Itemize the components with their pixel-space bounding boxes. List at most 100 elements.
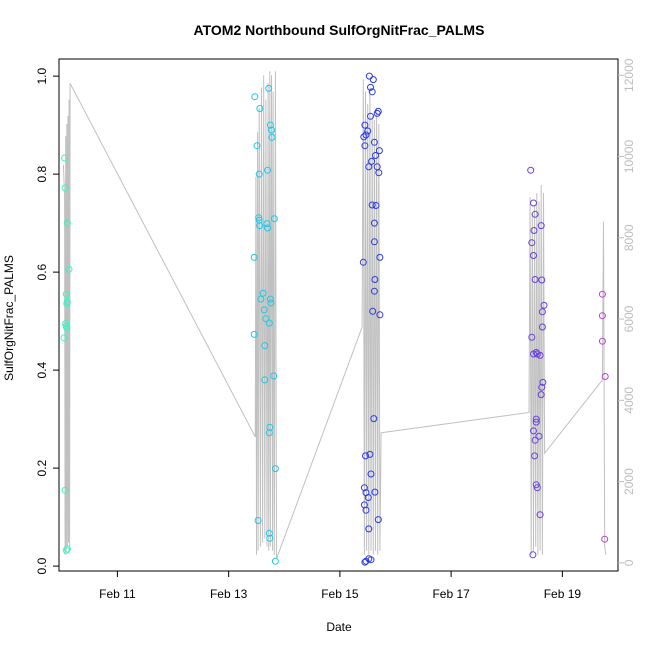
data-point-s2 <box>367 112 374 120</box>
data-point-s2 <box>370 287 378 295</box>
data-point-s3 <box>527 166 535 174</box>
data-point-s2 <box>370 238 378 246</box>
data-point-s2 <box>373 109 381 117</box>
data-point-s1 <box>260 306 268 314</box>
y2-tick-label: 10000 <box>622 140 636 174</box>
data-point-s1 <box>262 315 270 323</box>
data-point-s3 <box>535 432 543 440</box>
data-point-s3 <box>531 210 539 218</box>
data-point-s2 <box>362 131 370 139</box>
data-point-s2 <box>372 152 379 159</box>
data-point-s3 <box>531 452 539 460</box>
data-point-s2 <box>375 169 383 177</box>
data-point-s0 <box>60 334 68 342</box>
data-point-s0 <box>62 320 70 328</box>
chart-title: ATOM2 Northbound SulfOrgNitFrac_PALMS <box>194 22 485 38</box>
data-point-s2 <box>362 452 369 460</box>
data-point-s2 <box>371 488 379 496</box>
data-point-s2 <box>368 201 376 209</box>
data-point-s1 <box>265 429 273 437</box>
data-point-s2 <box>366 450 374 458</box>
data-point-s2 <box>361 558 369 566</box>
data-point-s1 <box>250 253 258 261</box>
data-point-s1 <box>267 299 275 307</box>
data-point-s1 <box>251 93 259 101</box>
data-point-s2 <box>364 494 372 501</box>
data-point-s2 <box>367 556 375 564</box>
data-point-s3 <box>532 418 540 426</box>
data-point-s1 <box>266 423 274 431</box>
data-point-s3 <box>538 323 546 331</box>
x-tick-label: Feb 11 <box>99 587 136 601</box>
data-point-s1 <box>271 465 279 473</box>
data-point-s3 <box>528 239 536 247</box>
data-point-s0 <box>61 486 69 494</box>
data-point-s2 <box>361 121 369 129</box>
data-point-s0 <box>61 154 69 162</box>
data-point-s4 <box>598 290 606 298</box>
data-point-s0 <box>63 219 71 227</box>
data-point-s3 <box>530 199 537 207</box>
data-point-s0 <box>63 324 71 332</box>
data-point-s1 <box>255 214 263 222</box>
data-point-s4 <box>598 312 606 320</box>
data-point-s2 <box>376 311 384 319</box>
data-point-s1 <box>257 295 265 303</box>
data-point-s3 <box>529 551 537 559</box>
data-point-s1 <box>270 372 278 380</box>
data-point-s1 <box>255 170 263 178</box>
data-point-s1 <box>255 216 263 224</box>
data-point-s3 <box>538 276 546 284</box>
data-point-s2 <box>368 88 376 96</box>
y-tick-label: 0.2 <box>35 459 49 476</box>
data-point-s1 <box>265 319 273 327</box>
data-point-s1 <box>256 222 264 230</box>
y2-tick-label: 2000 <box>622 468 636 495</box>
data-point-s2 <box>370 219 378 227</box>
data-point-s1 <box>259 289 267 297</box>
altitude-line-layer <box>62 71 607 559</box>
y2-tick-label: 6000 <box>622 305 636 332</box>
data-point-s3 <box>532 415 540 423</box>
y-tick-label: 0.6 <box>35 263 49 280</box>
data-point-s4 <box>598 337 606 345</box>
data-point-s2 <box>374 516 382 524</box>
data-point-s0 <box>63 298 71 305</box>
data-point-s2 <box>368 157 376 165</box>
data-point-s1 <box>264 166 272 174</box>
data-point-s2 <box>359 258 367 266</box>
plot-frame <box>58 58 619 572</box>
y2-tick-label: 12000 <box>622 58 636 92</box>
data-point-s3 <box>530 227 538 234</box>
x-tick-label: Feb 19 <box>544 587 582 601</box>
data-point-s1 <box>271 557 279 565</box>
data-point-s1 <box>265 529 273 537</box>
x-tick-label: Feb 13 <box>210 587 248 601</box>
data-point-s2 <box>365 163 373 171</box>
data-point-s1 <box>254 517 262 524</box>
data-point-s1 <box>256 105 264 112</box>
y-tick-label: 0.4 <box>35 361 49 378</box>
data-point-s3 <box>537 222 545 230</box>
data-point-s2 <box>362 506 370 514</box>
data-point-s1 <box>268 133 276 141</box>
data-point-s3 <box>538 308 546 316</box>
data-point-s2 <box>371 276 379 283</box>
data-point-s2 <box>376 253 384 261</box>
data-point-s2 <box>365 72 373 80</box>
y-tick-label: 1.0 <box>35 67 49 84</box>
data-point-s2 <box>370 415 378 423</box>
data-point-s2 <box>369 76 377 84</box>
data-point-s1 <box>265 84 273 92</box>
data-point-s4 <box>601 535 609 543</box>
data-point-s2 <box>369 307 377 315</box>
x-tick-label: Feb 17 <box>432 587 470 601</box>
data-point-s3 <box>530 252 537 259</box>
y-tick-label: 0.8 <box>35 165 49 182</box>
data-point-s3 <box>531 276 539 283</box>
altitude-line <box>62 71 607 559</box>
data-point-s1 <box>268 126 275 134</box>
data-point-s0 <box>61 184 69 192</box>
data-point-s3 <box>530 427 537 435</box>
data-point-s2 <box>367 83 374 91</box>
